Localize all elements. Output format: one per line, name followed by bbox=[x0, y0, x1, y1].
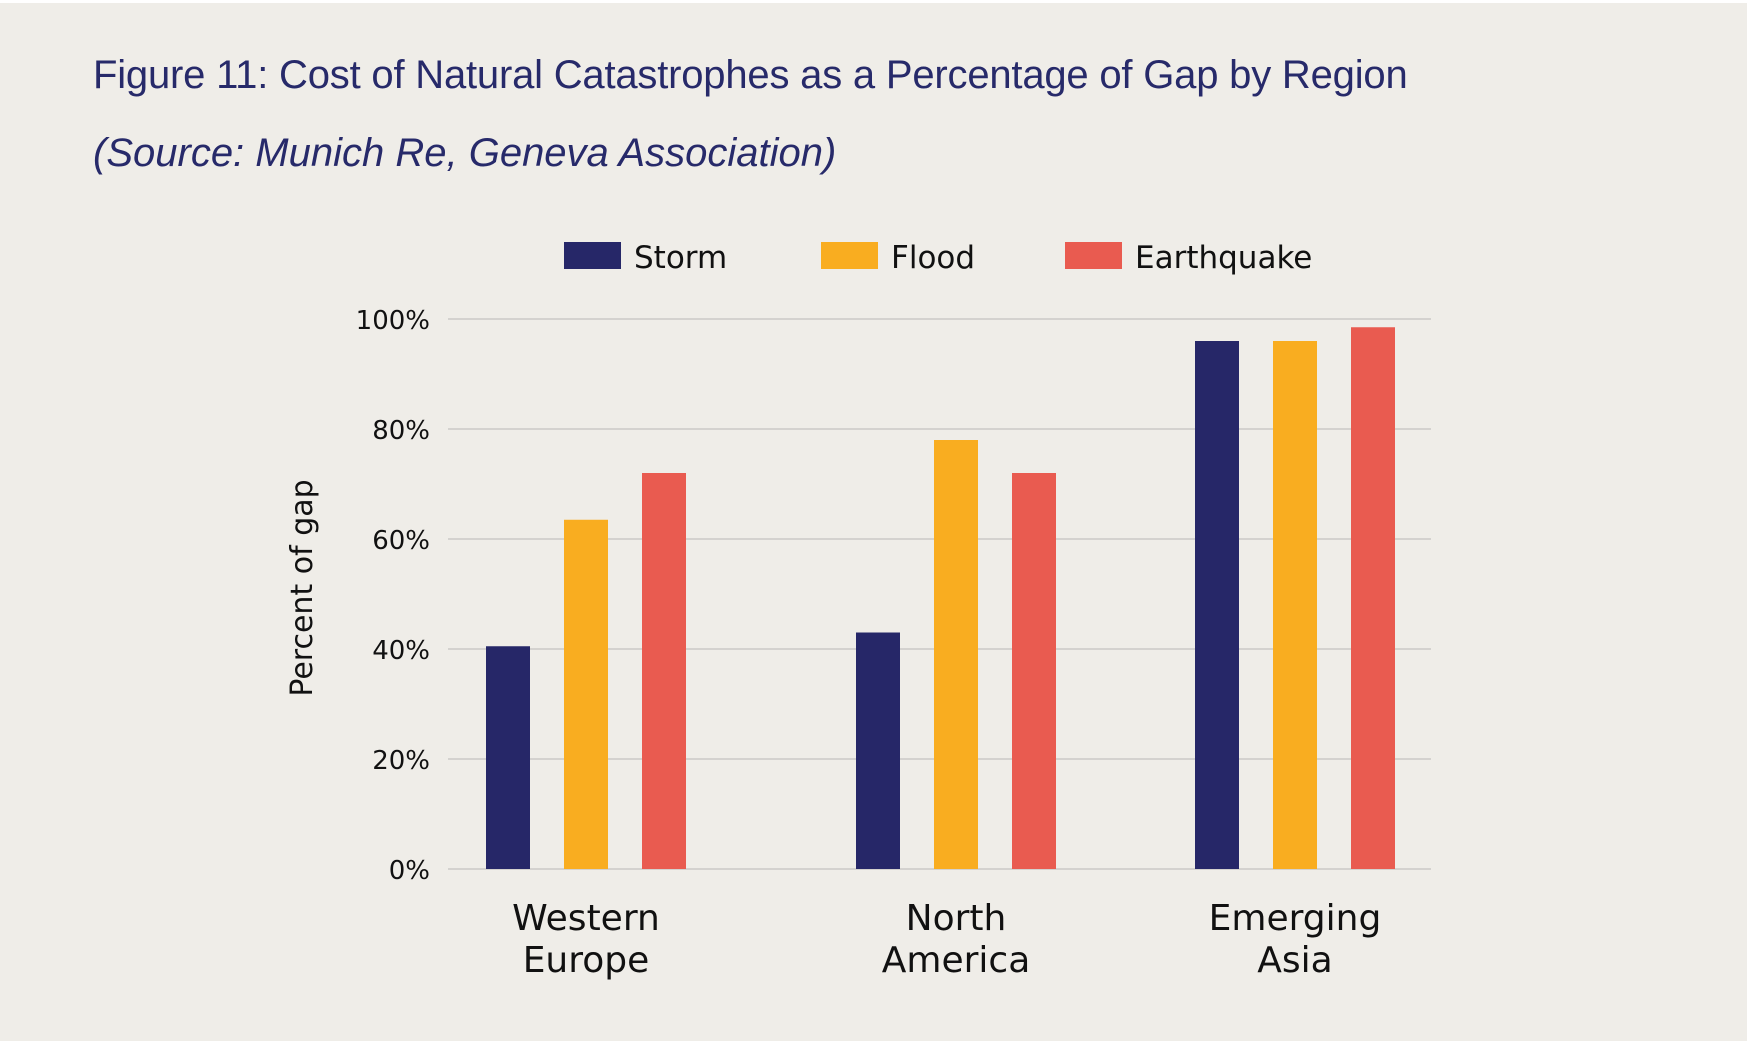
chart-bars bbox=[486, 327, 1395, 869]
bar-earthquake bbox=[1351, 327, 1395, 869]
legend-swatch-flood bbox=[821, 242, 878, 269]
x-tick-label: America bbox=[882, 940, 1031, 981]
legend-label-flood: Flood bbox=[891, 240, 975, 276]
x-tick-label: Emerging bbox=[1209, 898, 1382, 939]
x-tick-label: Western bbox=[512, 898, 660, 939]
bar-flood bbox=[934, 440, 978, 869]
y-tick-label: 0% bbox=[389, 856, 430, 886]
y-axis-ticks: 0% 20% 40% 60% 80% 100% bbox=[356, 306, 430, 886]
y-axis-label: Percent of gap bbox=[285, 479, 320, 696]
figure-source: (Source: Munich Re, Geneva Association) bbox=[93, 131, 837, 175]
bar-earthquake bbox=[642, 473, 686, 869]
legend-swatch-storm bbox=[564, 242, 621, 269]
legend-label-earthquake: Earthquake bbox=[1135, 240, 1312, 276]
legend-swatch-earthquake bbox=[1065, 242, 1122, 269]
y-tick-label: 40% bbox=[372, 636, 430, 666]
y-tick-label: 100% bbox=[356, 306, 430, 336]
bar-storm bbox=[486, 646, 530, 869]
y-tick-label: 60% bbox=[372, 526, 430, 556]
bar-storm bbox=[856, 632, 900, 869]
bar-earthquake bbox=[1012, 473, 1056, 869]
chart-legend: Storm Flood Earthquake bbox=[564, 240, 1312, 276]
legend-label-storm: Storm bbox=[634, 240, 727, 276]
figure-title: Figure 11: Cost of Natural Catastrophes … bbox=[93, 53, 1408, 97]
x-tick-label: Asia bbox=[1257, 940, 1332, 981]
y-tick-label: 20% bbox=[372, 746, 430, 776]
bar-flood bbox=[564, 519, 608, 869]
x-tick-label: Europe bbox=[523, 940, 650, 981]
bar-storm bbox=[1195, 341, 1239, 869]
y-tick-label: 80% bbox=[372, 416, 430, 446]
bar-flood bbox=[1273, 341, 1317, 869]
x-tick-label: North bbox=[906, 898, 1007, 939]
